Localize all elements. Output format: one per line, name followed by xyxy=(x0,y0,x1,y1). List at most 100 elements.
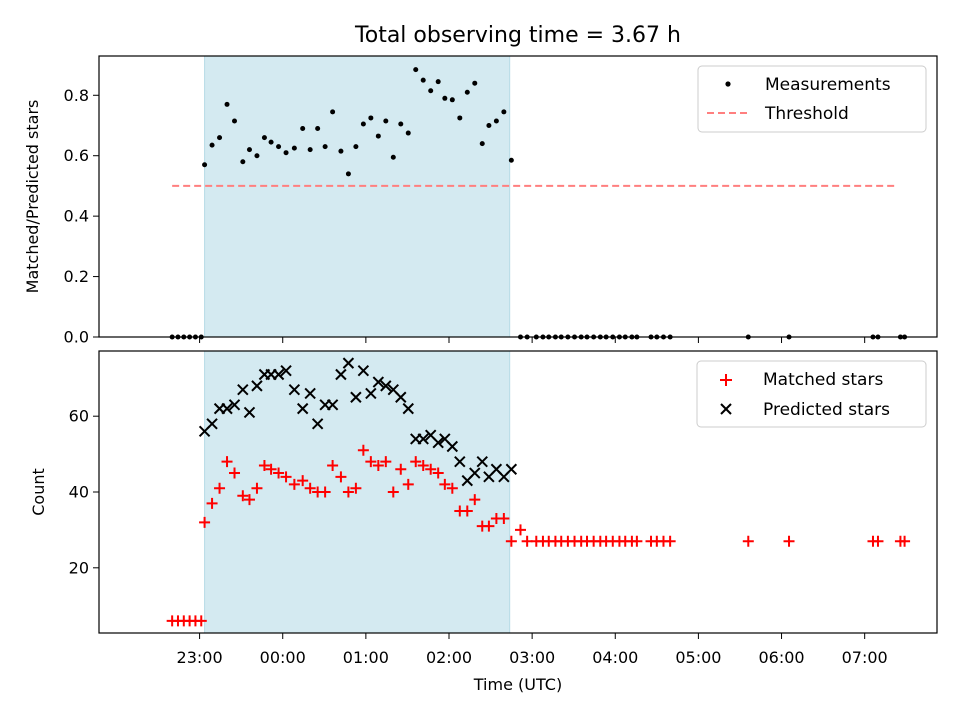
predicted-star-point xyxy=(402,402,414,415)
matched-star-point xyxy=(199,516,211,528)
measurement-point xyxy=(276,144,282,150)
predicted-star-point xyxy=(237,383,249,396)
matched-star-point xyxy=(357,444,369,456)
matched-star-point xyxy=(319,486,331,498)
legend-predicted-marker xyxy=(720,403,732,415)
predicted-star-point xyxy=(365,387,377,400)
matched-star-point xyxy=(335,471,347,483)
matched-star-point xyxy=(899,535,911,547)
matched-star-point xyxy=(297,475,309,487)
measurement-point xyxy=(508,157,514,163)
top-ylabel: Matched/Predicted stars xyxy=(23,100,42,294)
matched-star-point xyxy=(872,535,884,547)
x-tick-label: 01:00 xyxy=(343,648,389,667)
matched-star-point xyxy=(288,478,300,490)
measurement-point xyxy=(268,139,274,145)
chart-title: Total observing time = 3.67 h xyxy=(354,23,681,48)
x-tick-label: 02:00 xyxy=(426,648,472,667)
predicted-star-point xyxy=(206,418,218,430)
bottom-ytick-label: 20 xyxy=(69,558,89,577)
matched-star-point xyxy=(664,535,676,547)
measurement-point xyxy=(246,147,252,153)
legend-measurements-marker xyxy=(725,81,731,87)
matched-star-point xyxy=(195,615,207,627)
matched-star-point xyxy=(273,467,285,479)
matched-star-point xyxy=(365,456,377,468)
x-tick-label: 23:00 xyxy=(177,648,223,667)
predicted-star-point xyxy=(335,368,347,381)
bottom-observing-window xyxy=(204,350,511,634)
predicted-star-point xyxy=(280,365,292,377)
measurement-point xyxy=(435,79,441,85)
measurement-point xyxy=(479,141,485,147)
predicted-star-point xyxy=(454,455,466,468)
legend-matched-label: Matched stars xyxy=(763,370,883,390)
predicted-star-point xyxy=(304,387,316,400)
measurement-point xyxy=(390,154,396,160)
measurement-point xyxy=(291,145,297,151)
measurement-point xyxy=(300,126,306,132)
predicted-star-point xyxy=(221,402,233,415)
matched-star-point xyxy=(214,482,226,494)
measurement-point xyxy=(353,144,359,150)
measurement-point xyxy=(338,148,344,154)
predicted-star-point xyxy=(395,391,407,403)
measurement-point xyxy=(493,118,499,124)
matched-star-point xyxy=(498,513,510,525)
measurement-point xyxy=(368,115,374,121)
matched-star-point xyxy=(265,463,277,475)
predicted-star-point xyxy=(272,368,285,381)
measurement-point xyxy=(442,95,448,101)
matched-star-point xyxy=(410,456,422,468)
measurement-point xyxy=(240,159,246,165)
measurement-point xyxy=(472,80,478,86)
measurement-point xyxy=(413,67,419,73)
x-tick-label: 07:00 xyxy=(842,648,888,667)
matched-star-point xyxy=(432,467,444,479)
predicted-star-point xyxy=(446,440,459,453)
top-ytick-label: 0.2 xyxy=(64,267,89,286)
predicted-star-point xyxy=(342,357,355,369)
top-observing-window xyxy=(204,55,511,338)
top-ytick-label: 0.6 xyxy=(64,146,89,165)
predicted-star-point xyxy=(372,376,385,388)
matched-star-point xyxy=(417,459,429,471)
predicted-star-point xyxy=(350,391,362,403)
measurement-point xyxy=(405,130,411,136)
legend-measurements-label: Measurements xyxy=(765,75,891,95)
bottom-legend: Matched stars Predicted stars xyxy=(696,360,927,428)
legend-threshold-label: Threshold xyxy=(764,104,849,124)
bottom-ytick-label: 60 xyxy=(69,407,89,426)
top-ytick-label: 0.0 xyxy=(64,328,89,347)
matched-star-point xyxy=(402,478,414,490)
x-tick-label: 06:00 xyxy=(758,648,804,667)
measurement-point xyxy=(398,121,404,127)
measurement-point xyxy=(232,118,238,124)
predicted-star-point xyxy=(476,455,488,468)
matched-star-point xyxy=(380,456,392,468)
matched-star-point xyxy=(483,520,495,532)
matched-star-point xyxy=(350,482,362,494)
top-legend: Measurements Threshold xyxy=(697,65,927,133)
legend-predicted-label: Predicted stars xyxy=(763,400,890,420)
measurement-point xyxy=(501,109,507,115)
matched-star-point xyxy=(514,524,526,536)
measurement-point xyxy=(449,97,455,103)
matched-star-point xyxy=(439,478,451,490)
measurement-point xyxy=(375,133,381,139)
predicted-star-point xyxy=(243,406,256,419)
predicted-star-point xyxy=(417,433,429,445)
predicted-star-point xyxy=(311,418,324,430)
matched-star-point xyxy=(206,497,218,509)
x-tick-label: 03:00 xyxy=(509,648,555,667)
matched-star-point xyxy=(446,482,458,494)
matched-star-point xyxy=(327,459,339,471)
measurement-point xyxy=(486,122,492,128)
predicted-star-point xyxy=(505,463,518,475)
measurement-point xyxy=(217,135,223,141)
matched-star-point xyxy=(237,490,249,502)
measurement-point xyxy=(283,150,289,156)
measurement-point xyxy=(330,109,336,115)
measurement-point xyxy=(457,115,463,121)
matched-star-point xyxy=(304,482,316,494)
